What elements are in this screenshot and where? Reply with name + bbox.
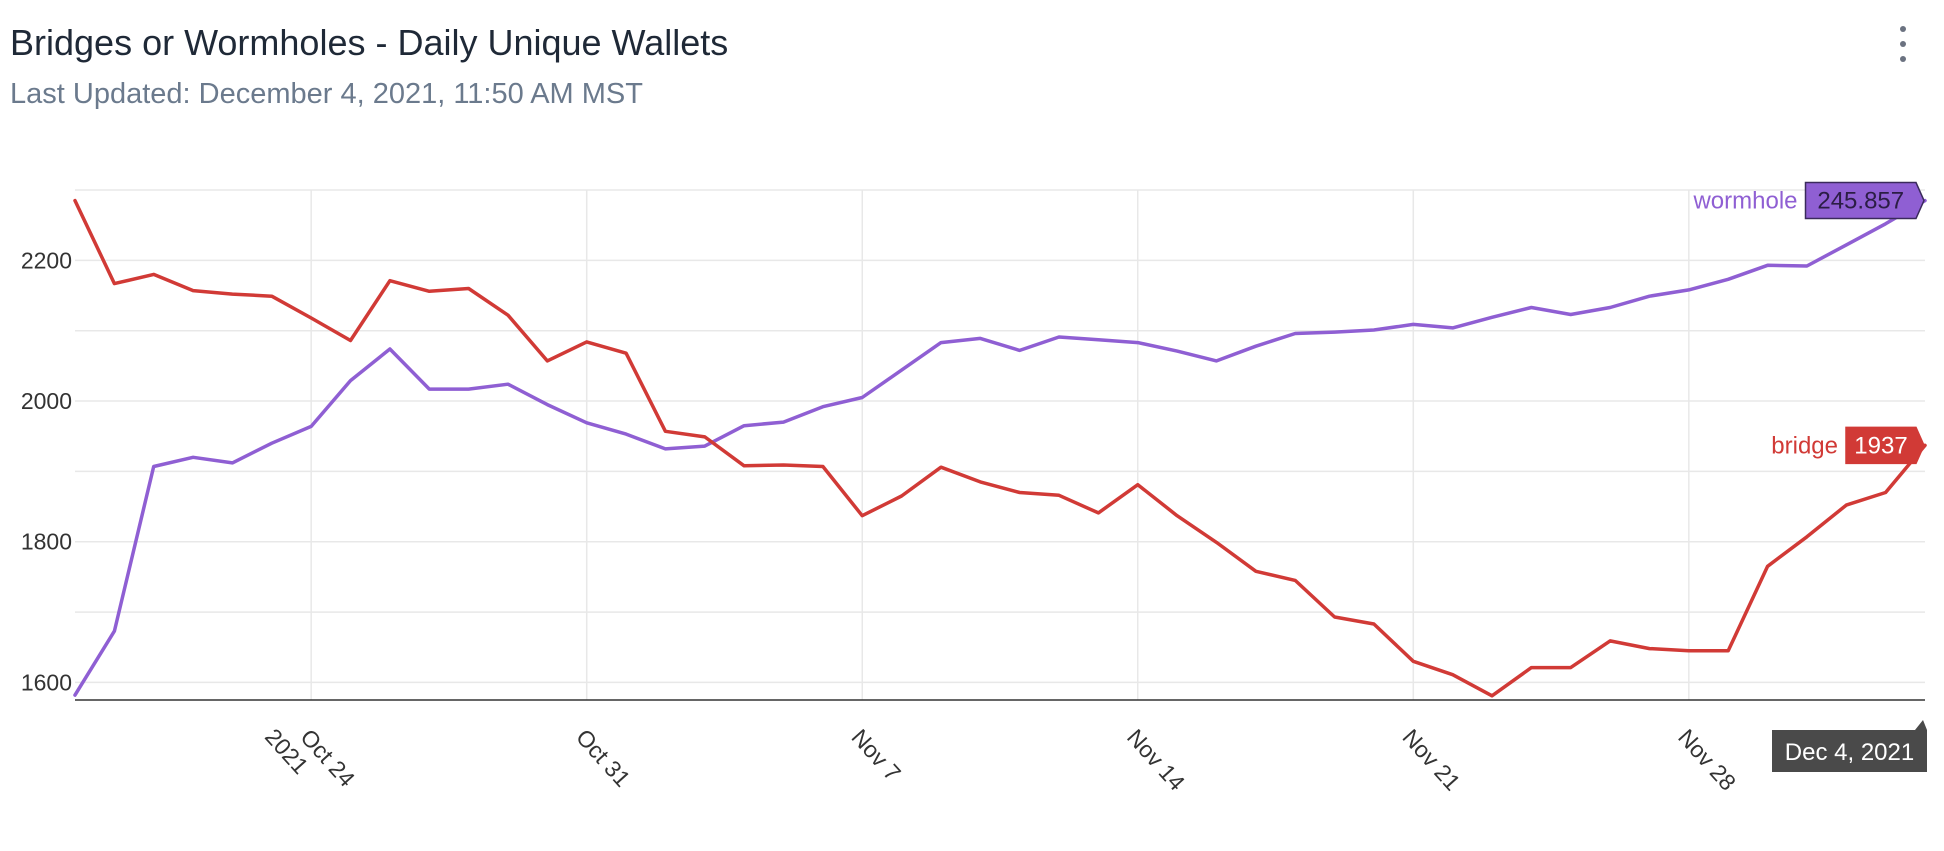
series-end-value-bridge: 1937	[1854, 432, 1907, 459]
series-name-label-wormhole: wormhole	[1692, 188, 1797, 215]
x-tick-label-group: Nov 28	[1673, 724, 1741, 796]
series-lines	[75, 201, 1925, 696]
x-tick-label-group: Oct 31	[571, 724, 636, 792]
y-tick-label: 2200	[21, 247, 72, 273]
y-tick-label: 1800	[21, 529, 72, 555]
series-line-bridge	[75, 201, 1925, 696]
series-line-wormhole	[75, 201, 1925, 695]
x-tick-label: Nov 7	[847, 724, 907, 786]
series-name-label-bridge: bridge	[1771, 432, 1838, 459]
date-tooltip: Dec 4, 2021	[1772, 720, 1927, 772]
series-end-labels: 245.857 wormhole 1937 bridge	[1692, 183, 1924, 464]
grid	[75, 190, 1925, 700]
x-tick-label: Nov 14	[1122, 724, 1190, 796]
x-tick-label: Nov 21	[1398, 724, 1466, 796]
tooltip-date-text: Dec 4, 2021	[1785, 739, 1914, 766]
x-tick-label-group: Nov 21	[1398, 724, 1466, 796]
x-tick-label-group: Nov 14	[1122, 724, 1190, 796]
x-tick-label: Nov 28	[1673, 724, 1741, 796]
x-tick-label-group: Nov 7	[847, 724, 907, 786]
y-tick-label: 2000	[21, 388, 72, 414]
series-end-value-wormhole: 245.857	[1817, 188, 1904, 215]
x-tick-label: Oct 31	[571, 724, 636, 792]
y-axis-ticks: 1600 1800 2000 2200	[21, 247, 72, 695]
y-tick-label: 1600	[21, 669, 72, 695]
